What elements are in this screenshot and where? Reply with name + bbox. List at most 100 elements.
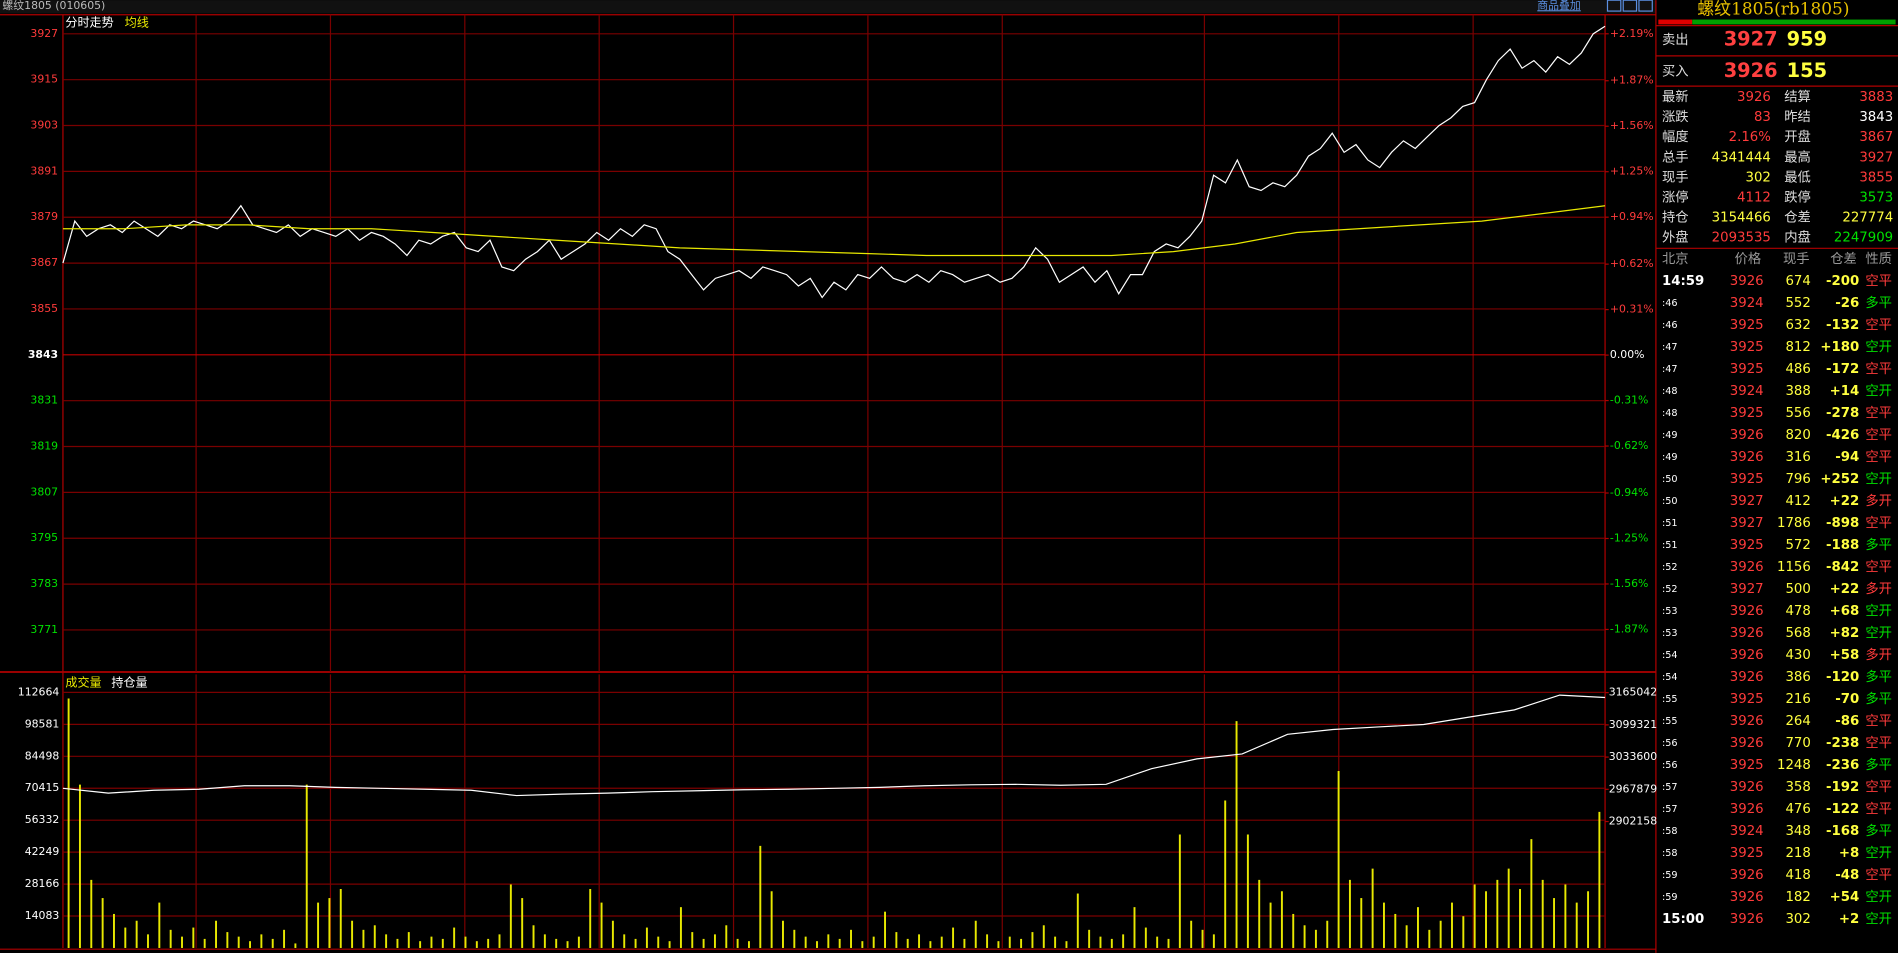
trade-cell: 空平 [1865, 449, 1892, 465]
ask-price: 3927 [1724, 28, 1778, 51]
y-tick-label: 98581 [25, 717, 60, 730]
trade-cell: :52 [1662, 584, 1678, 595]
stat-value: 227774 [1842, 211, 1893, 226]
stat-label: 最新 [1662, 89, 1689, 105]
legend-open-interest: 持仓量 [111, 674, 147, 689]
trade-cell: 空平 [1865, 317, 1892, 333]
trade-cell: -26 [1835, 296, 1859, 311]
y2-tick-label: 2967879 [1609, 782, 1658, 795]
trade-cell: 218 [1785, 846, 1810, 861]
trade-cell: -86 [1835, 714, 1859, 729]
trade-cell: -122 [1826, 802, 1859, 817]
trade-cell: 3926 [1730, 912, 1764, 927]
stat-label: 最低 [1784, 169, 1811, 185]
trade-cell: 348 [1785, 824, 1810, 839]
bid-price: 3926 [1724, 59, 1778, 82]
y-tick-label: 3831 [30, 394, 58, 407]
open-interest-line [62, 694, 1606, 797]
y2-tick-label: -0.62% [1610, 439, 1648, 452]
trade-cell: 3924 [1730, 824, 1764, 839]
y-tick-label: 3795 [30, 531, 58, 544]
trade-cell: +14 [1830, 384, 1860, 399]
overlay-button[interactable]: 商品叠加 [1537, 0, 1581, 12]
stat-value: 4341444 [1712, 150, 1771, 165]
trade-cell: 空平 [1865, 559, 1892, 575]
y2-tick-label: +1.25% [1610, 165, 1654, 178]
trade-cell: 空开 [1865, 603, 1892, 619]
trade-cell: 674 [1785, 274, 1810, 289]
y-tick-label: 56332 [25, 813, 60, 826]
trade-cell: 486 [1785, 362, 1810, 377]
trade-cell: 3925 [1730, 362, 1764, 377]
trade-cell: 358 [1785, 780, 1810, 795]
trade-cell: :51 [1662, 518, 1678, 529]
trade-cell: 15:00 [1662, 912, 1704, 927]
legend-volume: 成交量 [65, 674, 101, 689]
trade-cell: 568 [1785, 626, 1810, 641]
stat-value: 83 [1754, 110, 1771, 125]
trade-cell: -172 [1826, 362, 1859, 377]
trade-cell: :48 [1662, 386, 1678, 397]
trade-cell: 3926 [1730, 450, 1764, 465]
trade-cell: 空开 [1865, 383, 1892, 399]
y2-tick-label: -1.87% [1610, 622, 1648, 635]
trade-cell: 386 [1785, 670, 1810, 685]
trade-cell: :50 [1662, 496, 1678, 507]
trade-cell: -200 [1826, 274, 1859, 289]
trade-cell: -188 [1826, 538, 1859, 553]
trade-cell: 多平 [1865, 822, 1892, 839]
y2-tick-label: +0.31% [1610, 303, 1654, 316]
trade-cell: :46 [1662, 320, 1678, 331]
y-tick-label: 3819 [30, 440, 58, 453]
legend-average: 均线 [125, 16, 149, 30]
trade-cell: :54 [1662, 650, 1678, 661]
stat-label: 结算 [1784, 89, 1811, 105]
trade-cell: :51 [1662, 540, 1678, 551]
trade-cell: 多开 [1865, 646, 1892, 663]
y2-tick-label: 0.00% [1610, 348, 1645, 361]
y2-tick-label: +0.94% [1610, 210, 1654, 223]
trade-cell: :58 [1662, 826, 1678, 837]
charts: 3927 3915 3903 3891 3879 3867 3855 3843 3831 3819… [18, 14, 1658, 948]
window-button[interactable] [1638, 0, 1653, 12]
y-tick-label: 84498 [25, 749, 60, 762]
trade-cell: 多开 [1865, 492, 1892, 509]
trade-cell: 3926 [1730, 626, 1764, 641]
y-tick-label: 3915 [30, 73, 58, 86]
stat-label: 外盘 [1662, 229, 1689, 246]
trade-cell: 空开 [1865, 625, 1892, 641]
trade-cell: :57 [1662, 804, 1678, 815]
window-button[interactable] [1622, 0, 1638, 12]
stat-value: 2093535 [1712, 231, 1771, 246]
y-tick-label: 3807 [30, 485, 58, 498]
column-header: 现手 [1783, 251, 1810, 267]
trade-cell: 3925 [1730, 340, 1764, 355]
y-tick-label: 3843 [28, 348, 58, 361]
y-tick-label: 3855 [30, 302, 58, 315]
trade-cell: 3925 [1730, 692, 1764, 707]
trade-cell: 空平 [1865, 515, 1892, 531]
trade-cell: 500 [1785, 582, 1810, 597]
bid-label: 买入 [1662, 64, 1689, 80]
legend-price: 分时走势 [65, 16, 113, 30]
trade-cell: :50 [1662, 474, 1678, 485]
top-bar [0, 0, 1656, 14]
stat-label: 开盘 [1784, 128, 1811, 145]
stat-label: 涨跌 [1662, 109, 1689, 125]
trade-cell: 空平 [1865, 427, 1892, 443]
stat-value: 3855 [1859, 170, 1893, 185]
trade-cell: :47 [1662, 364, 1678, 375]
trade-cell: 空平 [1865, 801, 1892, 817]
trade-cell: 3925 [1730, 406, 1764, 421]
trade-cell: 3926 [1730, 890, 1764, 905]
trade-cell: :47 [1662, 342, 1678, 353]
trade-cell: 多开 [1865, 580, 1892, 597]
trade-cell: 3926 [1730, 736, 1764, 751]
y-tick-label: 42249 [25, 845, 60, 858]
bid-volume: 155 [1787, 59, 1827, 82]
stat-label: 涨停 [1662, 188, 1689, 205]
window-button[interactable] [1606, 0, 1622, 12]
trade-cell: -120 [1826, 670, 1859, 685]
